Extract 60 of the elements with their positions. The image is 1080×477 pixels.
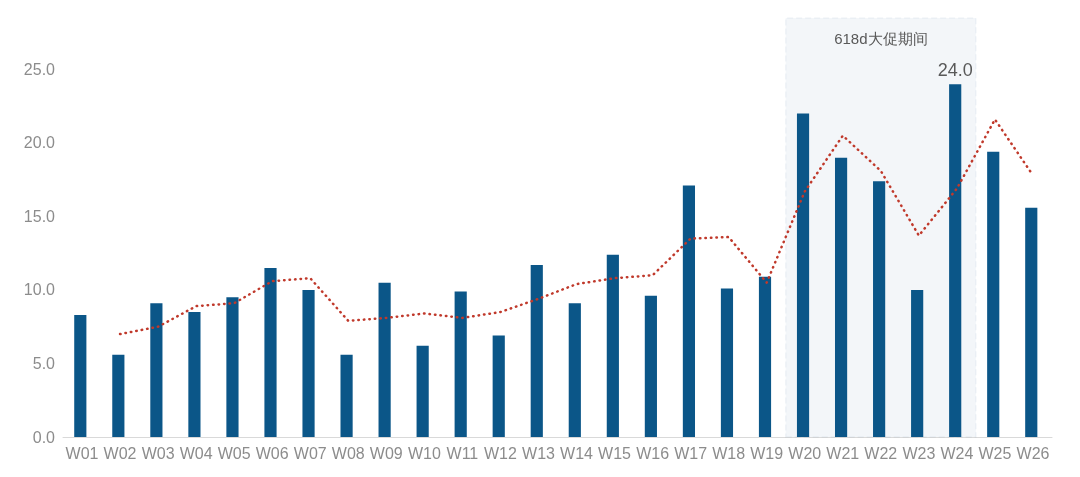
- bar: [873, 181, 886, 437]
- band-label: 618d大促期间: [834, 30, 928, 48]
- x-tick-label: W26: [1016, 444, 1050, 462]
- bar: [492, 335, 505, 437]
- x-tick-label: W16: [636, 444, 670, 462]
- x-tick-label: W17: [674, 444, 708, 462]
- x-tick-label: W25: [978, 444, 1012, 462]
- bar: [682, 185, 696, 437]
- bar: [758, 276, 772, 437]
- y-tick-label: 15.0: [23, 207, 56, 225]
- bar: [302, 289, 315, 437]
- x-tick-label: W03: [141, 444, 175, 462]
- x-tick-label: W24: [940, 444, 974, 462]
- x-tick-label: W15: [598, 444, 632, 462]
- x-tick-label: W05: [217, 444, 251, 462]
- x-tick-label: W14: [560, 444, 594, 462]
- bar: [911, 289, 924, 437]
- x-tick-label: W22: [864, 444, 898, 462]
- bar: [150, 303, 163, 437]
- y-tick-label: 5.0: [32, 354, 56, 372]
- y-tick-label: 25.0: [23, 60, 56, 78]
- bar: [416, 345, 429, 437]
- x-tick-label: W06: [255, 444, 289, 462]
- bar: [796, 113, 810, 437]
- bar: [949, 84, 962, 437]
- bar: [340, 354, 353, 437]
- x-tick-label: W23: [902, 444, 936, 462]
- bar: [568, 303, 581, 437]
- bar: [720, 288, 734, 437]
- x-tick-label: W19: [750, 444, 784, 462]
- bar: [74, 314, 87, 437]
- x-tick-label: W07: [293, 444, 327, 462]
- bar: [264, 267, 277, 437]
- x-tick-label: W08: [331, 444, 365, 462]
- x-tick-label: W18: [712, 444, 746, 462]
- x-tick-label: W13: [522, 444, 556, 462]
- x-tick-label: W04: [179, 444, 213, 462]
- y-tick-label: 10.0: [23, 281, 56, 299]
- y-tick-label: 0.0: [32, 428, 56, 446]
- data-label: 24.0: [937, 60, 973, 81]
- x-tick-label: W12: [483, 444, 517, 462]
- x-tick-label: W09: [369, 444, 403, 462]
- bar: [454, 291, 467, 437]
- bar: [188, 312, 201, 437]
- bar: [226, 297, 239, 437]
- bar: [378, 282, 391, 437]
- x-tick-label: W11: [446, 444, 479, 462]
- x-tick-label: W21: [826, 444, 860, 462]
- x-tick-label: W01: [65, 444, 99, 462]
- bar: [987, 151, 1000, 437]
- bar: [1025, 207, 1038, 437]
- bar: [112, 354, 125, 437]
- x-tick-label: W20: [788, 444, 822, 462]
- x-tick-label: W10: [407, 444, 441, 462]
- bar: [606, 254, 619, 437]
- bar: [530, 264, 543, 437]
- bar: [644, 295, 657, 437]
- x-tick-label: W02: [103, 444, 137, 462]
- y-tick-label: 20.0: [23, 134, 56, 152]
- bar: [834, 157, 848, 437]
